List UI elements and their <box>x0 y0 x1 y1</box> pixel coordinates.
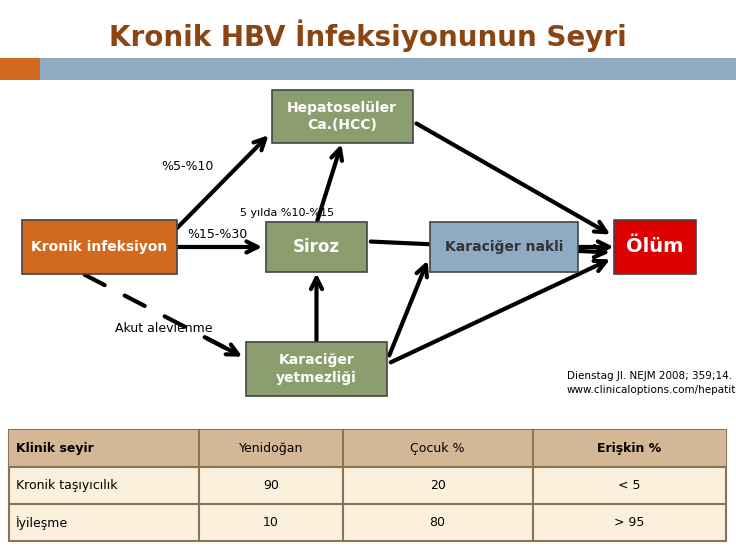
Text: 10: 10 <box>263 516 279 529</box>
Text: Ölüm: Ölüm <box>626 238 684 256</box>
Text: Hepatoselüler
Ca.(HCC): Hepatoselüler Ca.(HCC) <box>287 101 397 132</box>
Text: İyileşme: İyileşme <box>16 516 68 529</box>
Text: > 95: > 95 <box>615 516 645 529</box>
Text: Erişkin %: Erişkin % <box>598 442 662 455</box>
Text: Kronik HBV İnfeksiyonunun Seyri: Kronik HBV İnfeksiyonunun Seyri <box>109 20 627 52</box>
FancyBboxPatch shape <box>0 58 40 80</box>
Text: Kronik infeksiyon: Kronik infeksiyon <box>31 240 168 254</box>
Text: 90: 90 <box>263 479 279 492</box>
Text: 80: 80 <box>430 516 445 529</box>
FancyBboxPatch shape <box>430 221 578 272</box>
Text: %15-%30: %15-%30 <box>187 228 247 241</box>
FancyBboxPatch shape <box>9 430 726 541</box>
Text: Çocuk %: Çocuk % <box>411 442 465 455</box>
FancyBboxPatch shape <box>266 221 367 272</box>
Text: Karaciğer nakli: Karaciğer nakli <box>445 240 563 254</box>
FancyBboxPatch shape <box>246 342 387 396</box>
Text: Dienstag JI. NEJM 2008; 359;14.
www.clinicaloptions.com/hepatitis: Dienstag JI. NEJM 2008; 359;14. www.clin… <box>567 371 736 395</box>
FancyBboxPatch shape <box>22 220 177 274</box>
Text: 20: 20 <box>430 479 445 492</box>
Text: < 5: < 5 <box>618 479 641 492</box>
Text: Kronik taşıyıcılık: Kronik taşıyıcılık <box>16 479 118 492</box>
FancyBboxPatch shape <box>9 430 726 467</box>
Text: 5 yılda %10-%15: 5 yılda %10-%15 <box>240 208 334 218</box>
FancyBboxPatch shape <box>0 58 736 80</box>
Text: Siroz: Siroz <box>293 238 340 256</box>
FancyBboxPatch shape <box>614 220 696 274</box>
Text: Klinik seyir: Klinik seyir <box>16 442 94 455</box>
FancyBboxPatch shape <box>272 90 412 143</box>
Text: Karaciğer
yetmezliği: Karaciğer yetmezliği <box>276 354 357 385</box>
Text: Akut alevlenme: Akut alevlenme <box>115 322 212 335</box>
Text: %5-%10: %5-%10 <box>161 160 214 173</box>
Text: Yenidoğan: Yenidoğan <box>238 442 303 455</box>
